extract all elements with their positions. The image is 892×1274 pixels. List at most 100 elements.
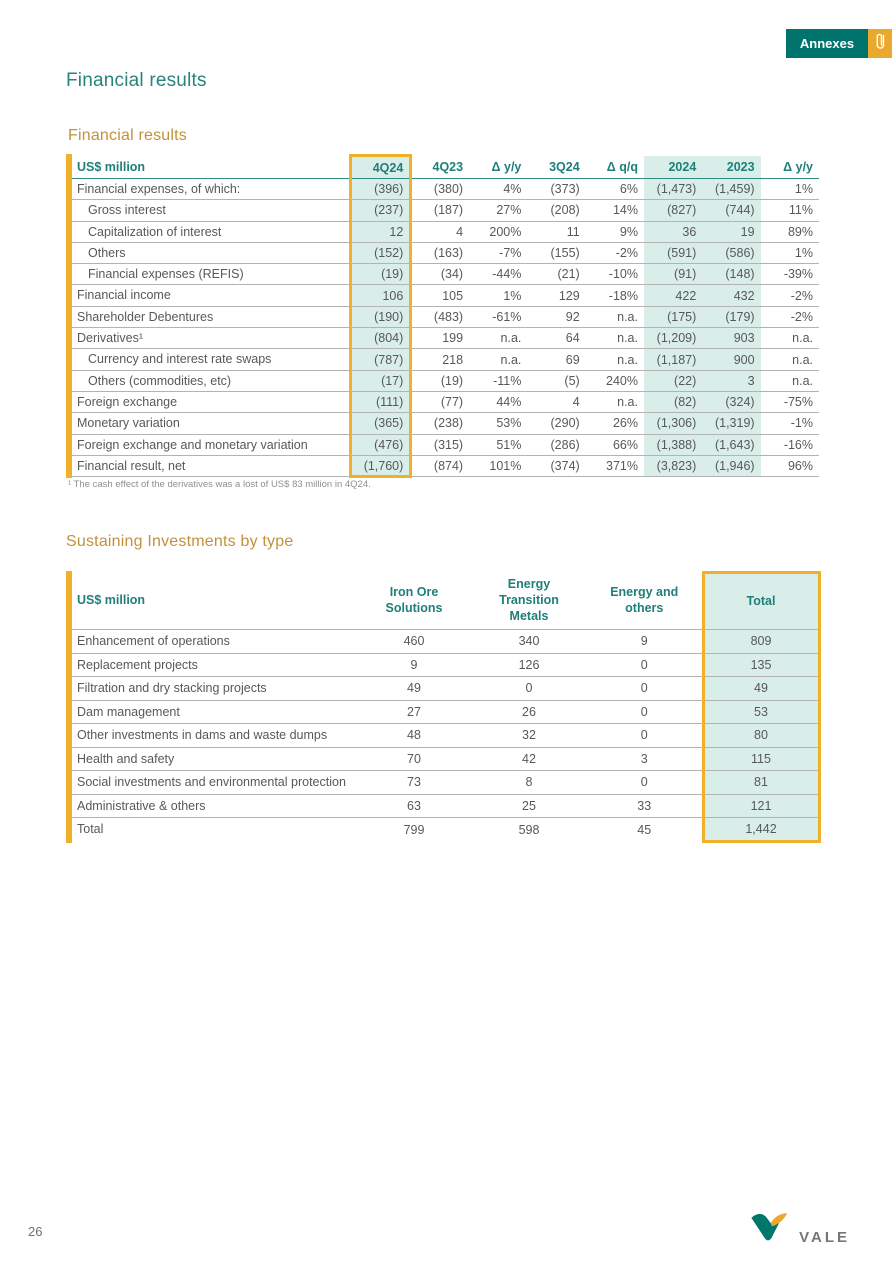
cell: 11% <box>760 199 819 222</box>
cell: (148) <box>702 263 761 286</box>
sustaining-investments-table-title: Sustaining Investments by type <box>66 533 294 550</box>
cell: 1% <box>760 242 819 265</box>
table-row: Monetary variation (365) (238) 53% (290) 26%(… <box>72 412 819 435</box>
cell: 101% <box>469 455 528 478</box>
cell: (373) <box>527 178 586 201</box>
row-label: Financial expenses (REFIS) <box>72 263 351 286</box>
row-label: Gross interest <box>72 199 351 222</box>
cell: (874) <box>410 455 470 478</box>
cell: 26% <box>585 412 644 435</box>
cell: 63 <box>357 794 471 818</box>
cell: (1,946) <box>702 455 761 478</box>
cell: (19) <box>348 263 413 286</box>
cell: 105 <box>410 284 470 307</box>
table-row: Financial income 106 105 1% 129 -18% 422 432 -2% <box>72 284 819 307</box>
cell: (290) <box>527 412 586 435</box>
cell: (1,306) <box>643 412 703 435</box>
row-label: Total <box>77 822 104 837</box>
cell: 422 <box>643 284 703 307</box>
table-row: Currency and interest rate swaps (787) 218… <box>72 348 819 371</box>
table-row: Financial result, net (1,760) (874) 101% (37… <box>72 455 819 479</box>
cell: -39% <box>760 263 819 286</box>
cell: (476) <box>348 434 413 456</box>
cell: (3,823) <box>643 455 703 478</box>
financial-results-table-title: Financial results <box>68 127 188 144</box>
table-row: Administrative & others 63 25 33 121 <box>72 794 821 818</box>
cell: 19 <box>702 221 761 243</box>
cell: (21) <box>527 263 586 286</box>
cell: (155) <box>527 242 586 265</box>
cell: (19) <box>410 370 470 392</box>
table-row: Shareholder Debentures (190) (483) -61% 92 n.… <box>72 306 819 329</box>
cell: 340 <box>471 629 587 654</box>
header-row: US$ million Iron Ore Solutions Energy Tran… <box>72 571 821 630</box>
cell: -11% <box>469 370 528 392</box>
cell: -44% <box>469 263 528 286</box>
cell: (238) <box>410 412 470 435</box>
table-row: Others (152) (163) -7% (155) -2% (591) (586) 1% <box>72 242 819 265</box>
row-label: Others (commodities, etc) <box>72 370 351 392</box>
cell: (179) <box>702 306 761 329</box>
cell: -16% <box>760 434 819 456</box>
column-header: 2023 <box>702 155 761 179</box>
cell: 199 <box>410 327 470 350</box>
row-label: Foreign exchange <box>72 391 351 414</box>
row-label: Health and safety <box>72 747 357 771</box>
cell: 115 <box>701 747 821 771</box>
cell: n.a. <box>585 327 644 350</box>
vale-logo-text: VALE <box>799 1229 850 1246</box>
cell: n.a. <box>469 327 528 350</box>
page-title: Financial results <box>66 70 207 91</box>
cell: 903 <box>702 327 761 350</box>
row-label: Social investments and environmental pro… <box>72 770 357 795</box>
cell: 3 <box>702 370 761 392</box>
row-label: Enhancement of operations <box>72 629 357 654</box>
cell: 8 <box>471 770 587 795</box>
financial-results-table-wrapper: US$ million 4Q24 4Q23 Δ y/y 3Q24 Δ q/q 2024 202… <box>66 154 819 479</box>
vale-logo-icon <box>750 1211 792 1248</box>
table-row: Capitalization of interest 12 4 200% 11 9% 36 1… <box>72 221 819 243</box>
row-label: Filtration and dry stacking projects <box>72 676 357 701</box>
annexes-attachment-tab[interactable] <box>868 29 892 58</box>
cell: -2% <box>760 306 819 329</box>
row-label: Shareholder Debentures <box>72 306 351 329</box>
cell: (1,209) <box>643 327 703 350</box>
table-row: Social investments and environmental pro… <box>72 770 821 795</box>
cell: 9 <box>357 653 471 677</box>
cell: 96% <box>760 455 819 478</box>
cell: -75% <box>760 391 819 414</box>
table-row: Gross interest (237) (187) 27% (208) 14% (827)… <box>72 199 819 222</box>
cell: 45 <box>637 822 652 837</box>
cell: n.a. <box>585 391 644 414</box>
cell: 9% <box>585 221 644 243</box>
column-header: Total <box>701 571 821 630</box>
cell: (396) <box>348 178 413 201</box>
cell: 49 <box>357 676 471 701</box>
row-label: Foreign exchange and monetary variation <box>72 434 351 456</box>
cell: 9 <box>587 629 703 654</box>
cell: 36 <box>643 221 703 243</box>
cell: (163) <box>410 242 470 265</box>
table-footnote: ¹ The cash effect of the derivatives was… <box>68 479 371 490</box>
column-header: Energy Transition Metals <box>471 572 587 630</box>
cell: (237) <box>348 199 413 222</box>
cell: 53 <box>701 700 821 724</box>
table-row: Financial expenses (REFIS) (19) (34) -44% (2… <box>72 263 819 286</box>
cell: (175) <box>643 306 703 329</box>
cell: 64 <box>527 327 586 350</box>
cell: (187) <box>410 199 470 222</box>
row-label: Other investments in dams and waste dump… <box>72 723 357 748</box>
annexes-button[interactable]: Annexes <box>786 29 868 58</box>
row-label: Financial result, net <box>72 455 351 478</box>
cell: (111) <box>348 391 413 414</box>
cell: 809 <box>701 629 821 654</box>
row-label: Others <box>72 242 351 265</box>
table-row: Total 799 598 45 1,442 <box>72 817 821 843</box>
cell: (1,473) <box>643 178 703 201</box>
cell: 240% <box>585 370 644 392</box>
cell: 4 <box>527 391 586 414</box>
cell: n.a. <box>760 327 819 350</box>
table-row: Replacement projects 9 126 0 135 <box>72 653 821 677</box>
cell: 1,442 <box>701 817 821 843</box>
